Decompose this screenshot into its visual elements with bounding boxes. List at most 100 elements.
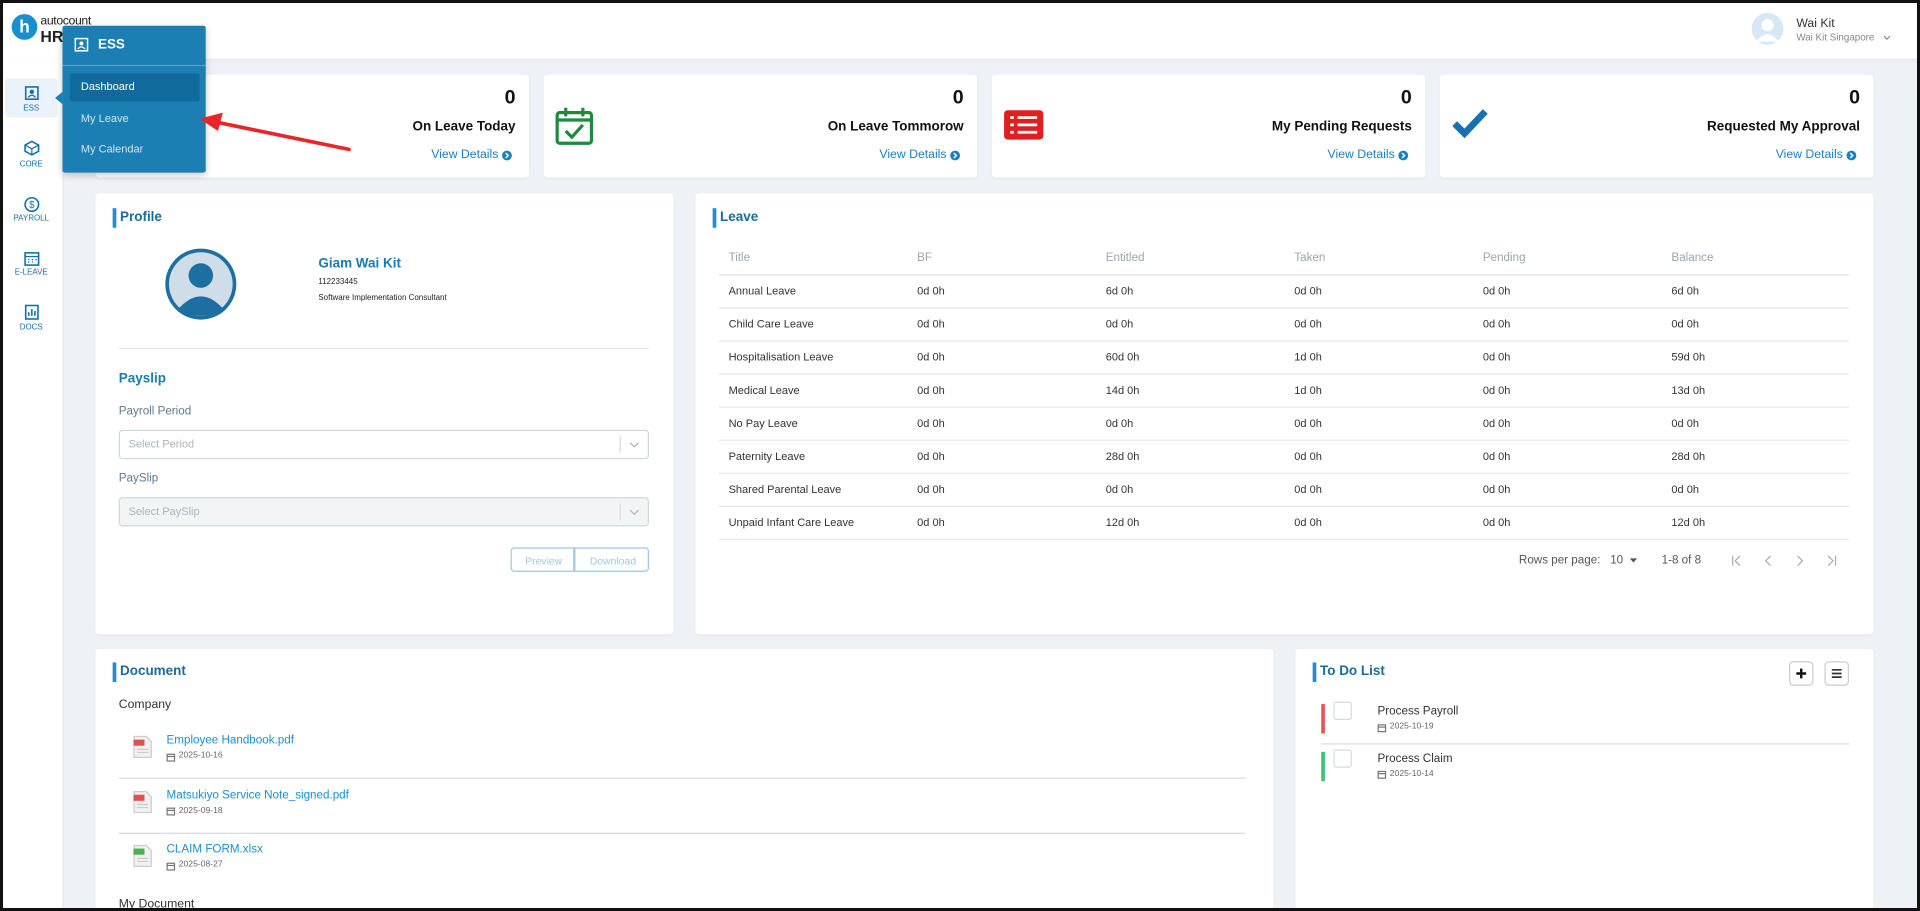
checkbox[interactable] <box>1333 701 1352 721</box>
ess-menu: ESS Dashboard My Leave My Calendar <box>62 25 206 173</box>
column-header: Entitled <box>1105 251 1145 265</box>
table-line <box>718 439 1849 441</box>
table-cell: 0d 0h <box>1482 417 1511 430</box>
link-icon <box>1846 150 1857 161</box>
table-cell: 6d 0h <box>1105 284 1134 298</box>
dropdown-caret <box>1629 558 1638 563</box>
view-details[interactable]: View Details <box>1327 148 1395 162</box>
list-button <box>1824 661 1849 686</box>
stat-card: 0 Requested My Approval View Details <box>1440 74 1874 178</box>
payslip-heading: Payslip <box>118 371 166 387</box>
column-header: Taken <box>1294 251 1326 265</box>
stat-value: 0 <box>504 87 516 109</box>
view-details[interactable]: View Details <box>879 148 947 162</box>
add-button <box>1788 661 1814 686</box>
table-line <box>718 340 1849 342</box>
nav-item[interactable]: ESS <box>23 104 40 113</box>
rows-per-page-label: Rows per page: <box>1518 553 1601 568</box>
select[interactable]: Select Period <box>118 429 649 460</box>
button[interactable]: Download <box>574 547 649 572</box>
table-cell: 0d 0h <box>917 384 945 397</box>
nav-item[interactable]: E-LEAVE <box>14 268 48 277</box>
table-cell: 28d 0h <box>1671 450 1706 463</box>
table-cell: 0d 0h <box>1294 284 1322 298</box>
table-cell: 28d 0h <box>1105 450 1140 463</box>
nav-icon <box>23 140 39 156</box>
divider <box>62 64 206 67</box>
section-heading: Leave <box>720 209 759 225</box>
stat-label: On Leave Tommorow <box>827 119 964 134</box>
menu-item[interactable]: My Calendar <box>80 142 144 156</box>
view-details[interactable]: View Details <box>1775 148 1843 162</box>
button-label: Preview <box>525 553 563 567</box>
table-cell: 0d 0h <box>1482 350 1511 364</box>
table-cell: Hospitalisation Leave <box>728 350 834 364</box>
column-header: BF <box>917 251 933 265</box>
profile-position: Software Implementation Consultant <box>318 294 447 303</box>
table-line <box>718 406 1849 408</box>
table-cell: 0d 0h <box>1105 417 1134 430</box>
stat-value: 0 <box>952 87 964 109</box>
file-icon <box>133 790 152 813</box>
table-cell: 0d 0h <box>1482 516 1511 529</box>
menu-item[interactable]: My Leave <box>80 111 129 124</box>
checkbox[interactable] <box>1333 748 1352 768</box>
stat-label: On Leave Today <box>412 119 516 134</box>
stat-label: Requested My Approval <box>1707 119 1861 134</box>
calendar-icon <box>166 753 176 762</box>
table-cell: Shared Parental Leave <box>728 483 842 496</box>
select[interactable]: Select PaySlip <box>118 497 649 527</box>
link-icon <box>950 150 961 161</box>
view-details[interactable]: View Details <box>431 148 499 162</box>
annotation-arrow <box>199 112 351 152</box>
pager-button <box>1764 555 1772 567</box>
file-name[interactable]: CLAIM FORM.xlsx <box>166 842 263 857</box>
nav-item[interactable]: CORE <box>19 160 43 170</box>
file-name[interactable]: Matsukiyo Service Note_signed.pdf <box>166 788 349 802</box>
table-cell: 0d 0h <box>1294 417 1322 430</box>
user-name[interactable]: Wai Kit <box>1796 17 1835 31</box>
nav-item[interactable]: PAYROLL <box>13 214 49 223</box>
select-sep <box>619 435 621 454</box>
column-header: Pending <box>1482 251 1526 265</box>
top-bar <box>0 0 1920 59</box>
profile-name: Giam Wai Kit <box>318 256 401 272</box>
button[interactable]: Preview <box>510 547 575 572</box>
stat-label: My Pending Requests <box>1271 119 1412 134</box>
table-cell: Unpaid Infant Care Leave <box>728 516 855 529</box>
nav-icon <box>23 252 39 266</box>
table-cell: 0d 0h <box>1671 417 1700 430</box>
stat-icon <box>555 107 594 145</box>
nav-item[interactable]: DOCS <box>19 323 43 332</box>
file-name[interactable]: Employee Handbook.pdf <box>166 733 294 748</box>
table-cell: 6d 0h <box>1671 284 1700 298</box>
todo-date: 2025-10-14 <box>1389 769 1434 778</box>
profile-card: Profile Giam Wai Kit 112233445 Software Imp… <box>95 193 674 635</box>
calendar-icon <box>1377 770 1387 779</box>
pager-button <box>1797 555 1804 567</box>
menu-item[interactable]: Dashboard <box>80 80 135 93</box>
user-company[interactable]: Wai Kit Singapore <box>1796 32 1875 44</box>
link-icon <box>1398 150 1409 161</box>
section-heading: Profile <box>120 209 162 225</box>
subheading: Company <box>118 697 172 712</box>
todo-title: Process Payroll <box>1377 704 1459 718</box>
leave-card: Leave Title BF Entitled Taken Pending Balance A… <box>695 193 1874 635</box>
svg-text:$: $ <box>28 200 34 211</box>
section-heading: To Do List <box>1320 664 1385 679</box>
menu-icon <box>74 37 89 52</box>
table-cell: 0d 0h <box>917 417 945 430</box>
rows-per-page[interactable]: 10 <box>1610 553 1624 568</box>
column-header: Title <box>728 251 751 265</box>
menu-pointer <box>55 91 63 105</box>
nav-icon <box>24 86 39 100</box>
table-line <box>718 274 1849 276</box>
table-line <box>718 373 1849 375</box>
heading-bar <box>712 208 717 228</box>
file-date: 2025-08-27 <box>178 860 223 870</box>
pager-button <box>1827 555 1837 567</box>
menu-title: ESS <box>97 37 125 52</box>
table-cell: Annual Leave <box>728 284 796 298</box>
table-cell: 0d 0h <box>1294 516 1322 529</box>
